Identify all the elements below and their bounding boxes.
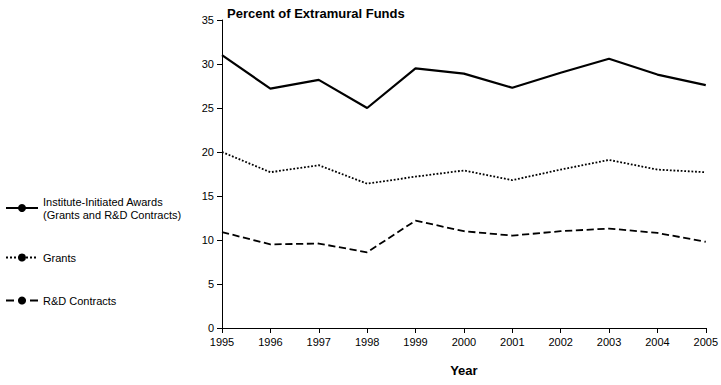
svg-text:2003: 2003 (597, 336, 621, 348)
svg-text:2004: 2004 (645, 336, 669, 348)
svg-text:35: 35 (202, 14, 214, 26)
svg-text:Grants: Grants (43, 252, 77, 264)
svg-text:15: 15 (202, 190, 214, 202)
svg-text:Percent of Extramural Funds: Percent of Extramural Funds (227, 6, 405, 21)
svg-text:1999: 1999 (403, 336, 427, 348)
svg-text:1998: 1998 (355, 336, 379, 348)
svg-text:Year: Year (450, 363, 477, 378)
svg-text:(Grants and R&D Contracts): (Grants and R&D Contracts) (43, 209, 181, 221)
svg-text:30: 30 (202, 58, 214, 70)
svg-text:0: 0 (208, 322, 214, 334)
svg-text:1997: 1997 (307, 336, 331, 348)
svg-text:5: 5 (208, 278, 214, 290)
svg-text:R&D Contracts: R&D Contracts (43, 295, 117, 307)
svg-text:2001: 2001 (500, 336, 524, 348)
svg-text:2002: 2002 (548, 336, 572, 348)
svg-text:20: 20 (202, 146, 214, 158)
svg-text:25: 25 (202, 102, 214, 114)
svg-text:1995: 1995 (210, 336, 234, 348)
svg-text:1996: 1996 (258, 336, 282, 348)
svg-text:Institute-Initiated Awards: Institute-Initiated Awards (43, 196, 166, 208)
svg-text:2000: 2000 (452, 336, 476, 348)
svg-text:10: 10 (202, 234, 214, 246)
svg-text:2005: 2005 (694, 336, 718, 348)
